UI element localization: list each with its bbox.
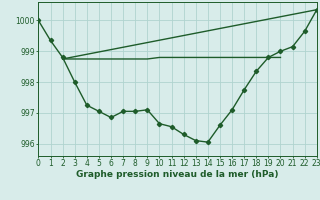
X-axis label: Graphe pression niveau de la mer (hPa): Graphe pression niveau de la mer (hPa) <box>76 170 279 179</box>
